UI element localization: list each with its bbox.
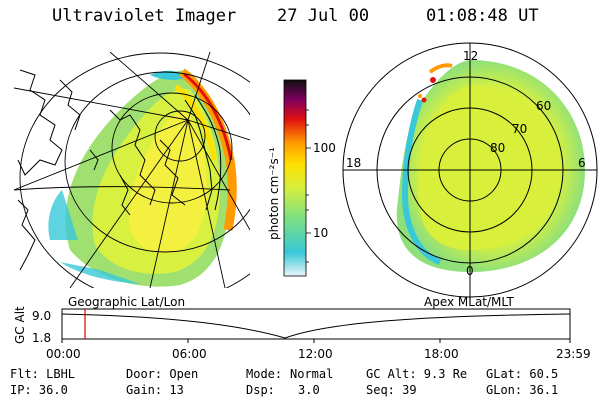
lat-lon-grid xyxy=(14,52,250,288)
instrument-title: Ultraviolet Imager xyxy=(52,6,237,26)
mlt-label-18: 18 xyxy=(346,156,361,170)
polar-mlt-panel: 12 18 6 0 60 70 80 xyxy=(342,42,598,298)
info-dsp-label: Dsp: xyxy=(246,383,275,397)
timeline-y-tick-top: 9.0 xyxy=(32,309,51,323)
observation-date: 27 Jul 00 xyxy=(277,6,370,26)
colorbar-gradient xyxy=(283,79,307,277)
timeline-x-tick-1: 06:00 xyxy=(172,347,207,361)
info-seq: Seq: 39 xyxy=(366,383,417,397)
coastlines xyxy=(17,69,222,271)
mlat-label-80: 80 xyxy=(490,141,505,155)
info-ip: IP: 36.0 xyxy=(10,383,68,397)
timeline-y-tick-bottom: 1.8 xyxy=(32,331,51,345)
timeline-x-tick-4: 23:59 xyxy=(556,347,591,361)
polar-grid xyxy=(342,42,598,298)
colorbar-tick-10: 10 xyxy=(313,226,328,240)
geographic-map-panel xyxy=(14,52,250,288)
info-dsp-value: 3.0 xyxy=(298,383,320,397)
info-door: Door: Open xyxy=(126,367,198,381)
info-footer: Flt: LBHL IP: 36.0 Door: Open Gain: 13 M… xyxy=(10,367,558,397)
colorbar: 100 10 photon cm⁻²s⁻¹ xyxy=(267,79,336,277)
timeline-frame xyxy=(61,308,571,340)
timeline-y-label: GC Alt xyxy=(13,306,27,344)
info-flt: Flt: LBHL xyxy=(10,367,75,381)
mlat-label-60: 60 xyxy=(536,99,551,113)
info-mode-value: Normal xyxy=(290,367,333,381)
info-gc-alt: GC Alt: 9.3 Re xyxy=(366,367,467,381)
info-mode-label: Mode: xyxy=(246,367,282,381)
altitude-curve xyxy=(61,313,571,339)
info-glon: GLon: 36.1 xyxy=(486,383,558,397)
right-panel-label: Apex MLat/MLT xyxy=(424,295,514,309)
timeline-x-tick-2: 12:00 xyxy=(298,347,333,361)
mlat-label-70: 70 xyxy=(512,122,527,136)
colorbar-tick-100: 100 xyxy=(313,141,336,155)
observation-time: 01:08:48 UT xyxy=(426,6,539,26)
altitude-timeline: GC Alt 9.0 1.8 00:00 06:00 12:00 18:00 2… xyxy=(13,306,591,361)
mlt-label-12: 12 xyxy=(463,49,478,63)
colorbar-unit-label: photon cm⁻²s⁻¹ xyxy=(267,147,281,240)
info-glat: GLat: 60.5 xyxy=(486,367,558,381)
mlt-label-6: 6 xyxy=(578,156,586,170)
info-gain: Gain: 13 xyxy=(126,383,184,397)
left-panel-label: Geographic Lat/Lon xyxy=(68,295,185,309)
mlt-label-0: 0 xyxy=(466,264,474,278)
timeline-x-tick-0: 00:00 xyxy=(46,347,81,361)
timeline-x-tick-3: 18:00 xyxy=(424,347,459,361)
